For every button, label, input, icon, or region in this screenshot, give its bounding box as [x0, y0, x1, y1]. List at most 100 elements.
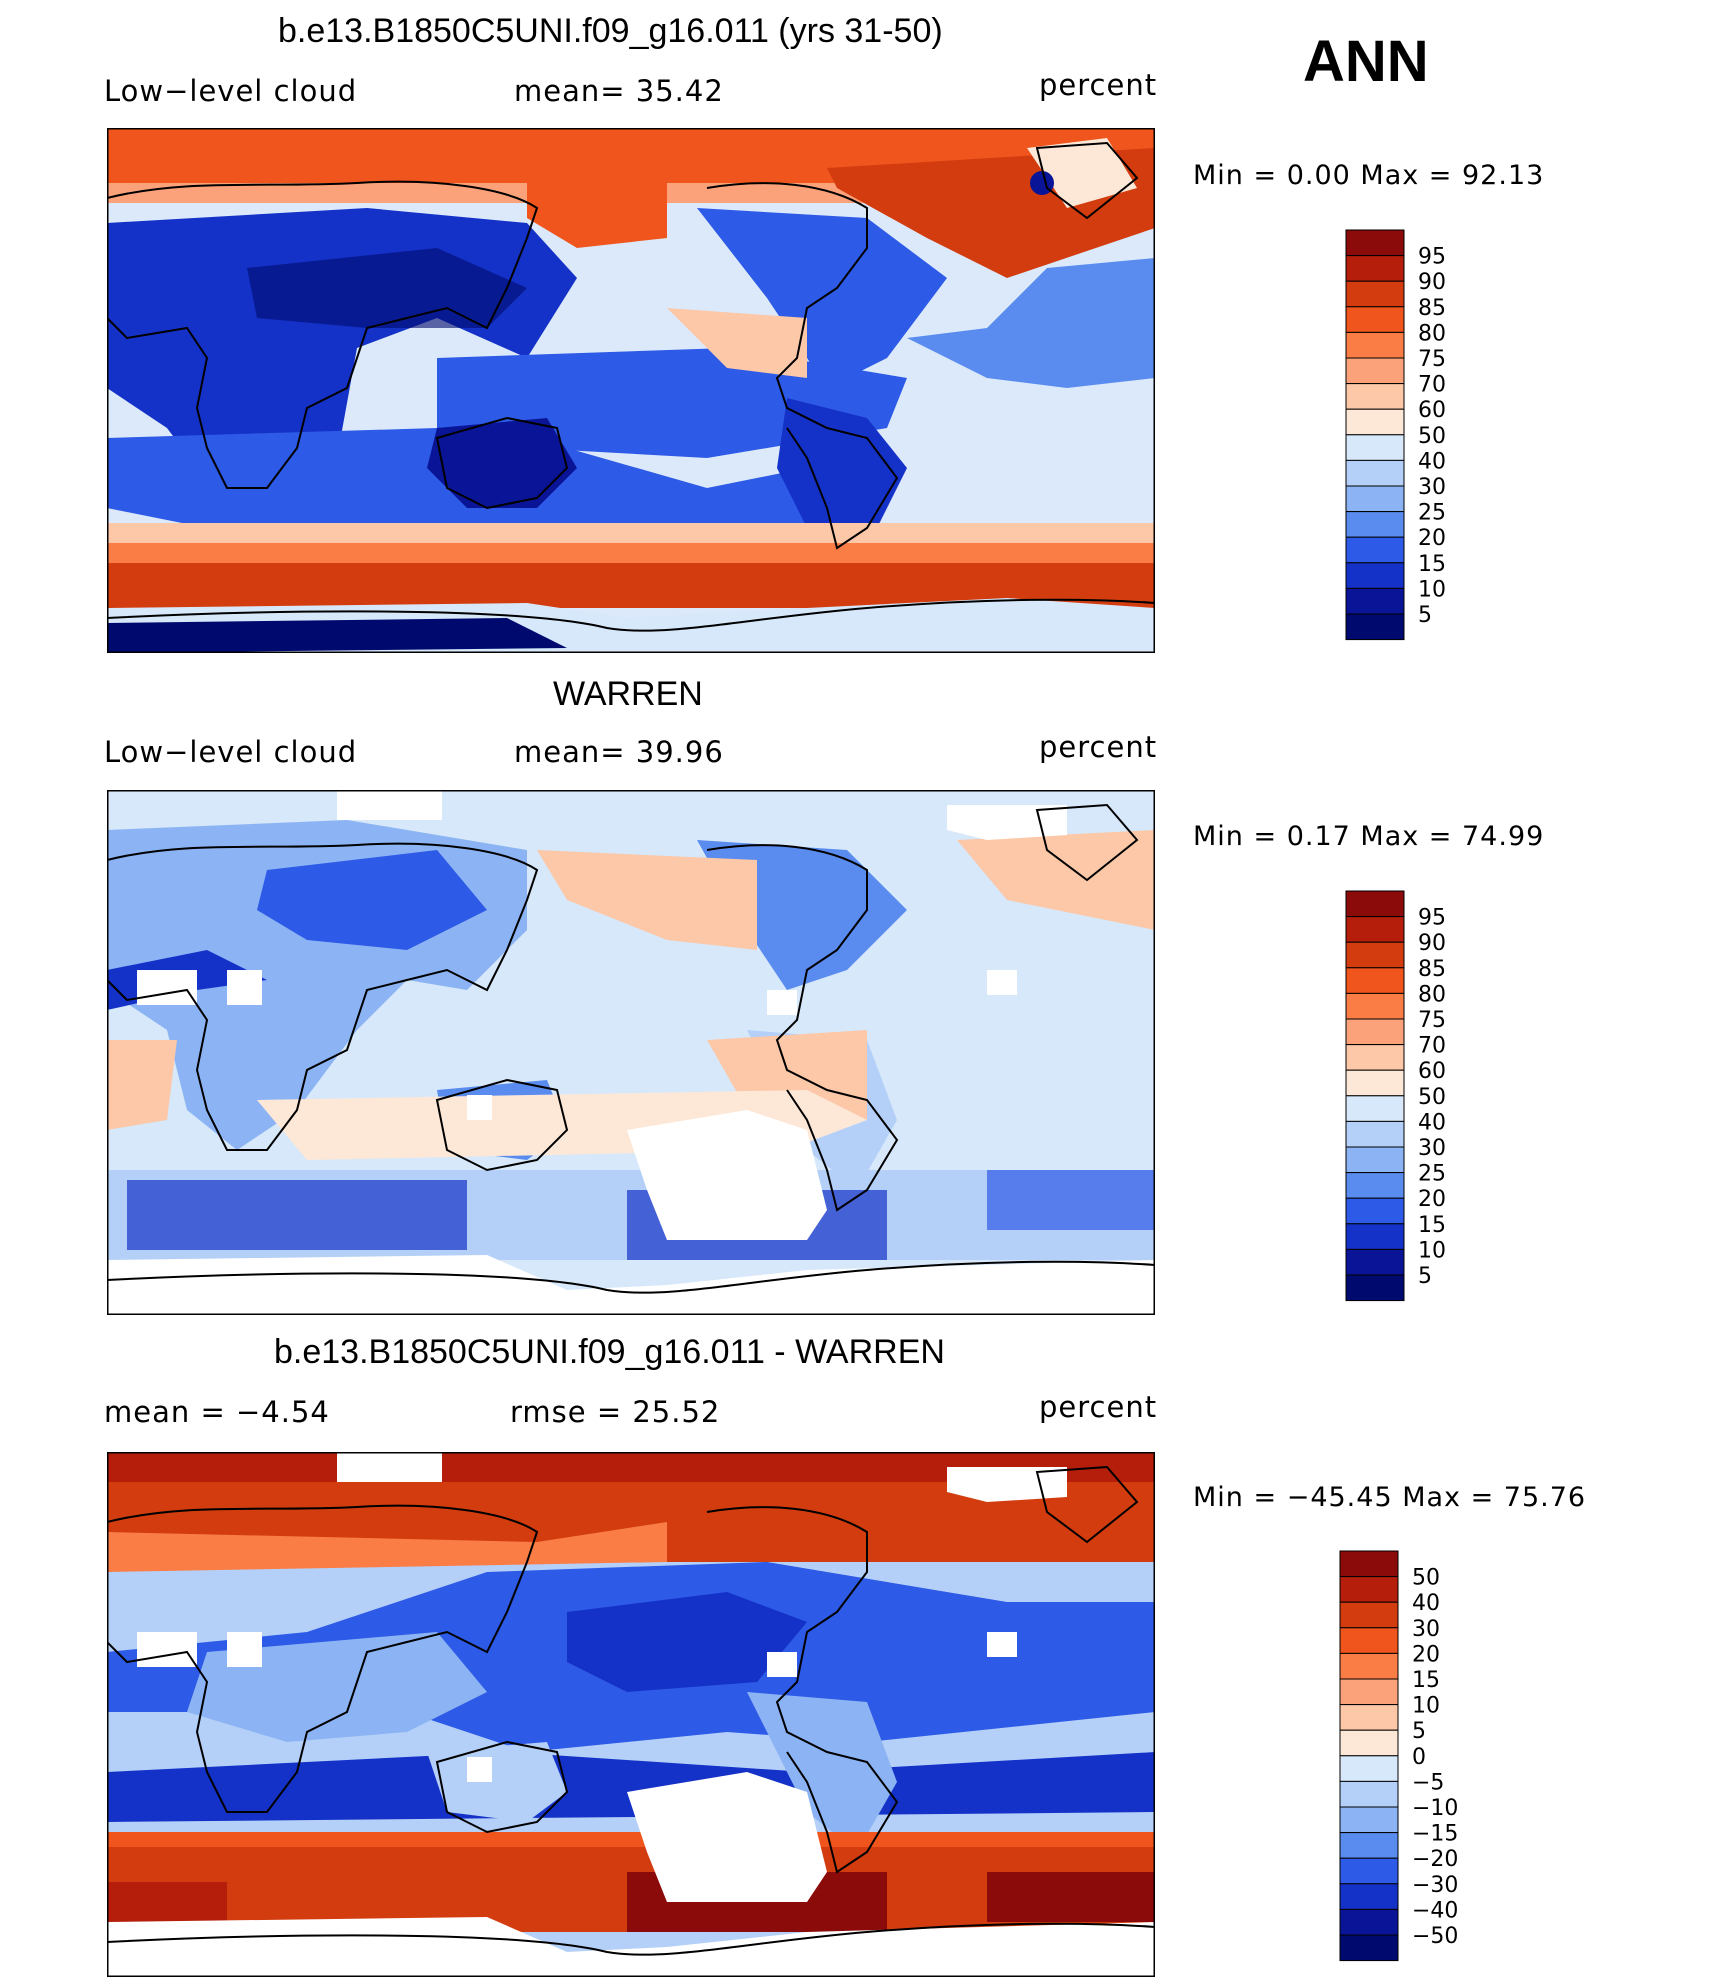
panel-1-greenland — [1027, 138, 1137, 208]
colorbar-swatch — [1345, 1069, 1405, 1097]
panel-2-map — [107, 790, 1155, 1315]
colorbar-swatch — [1345, 1248, 1405, 1276]
colorbar-tick-label: 70 — [1418, 373, 1446, 398]
colorbar-swatch — [1339, 1780, 1399, 1808]
panel-1-australia-low — [427, 418, 577, 508]
colorbar-tick-label: 30 — [1418, 475, 1446, 500]
colorbar-swatch — [1345, 613, 1405, 641]
colorbar-tick-label: 25 — [1418, 1162, 1446, 1187]
panel-1-coastlines — [107, 141, 1155, 632]
panel-3-central-pacific-negative — [567, 1592, 807, 1692]
colorbar-swatch — [1345, 587, 1405, 615]
colorbar-swatch — [1339, 1755, 1399, 1782]
colorbar-tick-label: 25 — [1418, 501, 1446, 526]
panel-3-australia — [427, 1742, 567, 1822]
colorbar-tick-label: 5 — [1418, 603, 1432, 628]
panel-1-north-pacific-high — [527, 168, 667, 248]
panel-2-missing-antarctica — [107, 1255, 1155, 1315]
panel-3-minmax-label: Min = −45.45 Max = 75.76 — [1193, 1482, 1587, 1513]
colorbar-swatch — [1345, 536, 1405, 564]
panel-1-map — [107, 128, 1155, 653]
panel-3-south-america — [747, 1692, 897, 1852]
panel-2-north-atlantic — [957, 830, 1155, 930]
colorbar-swatch — [1345, 1044, 1405, 1071]
panel-1-title: b.e13.B1850C5UNI.f09_g16.011 (yrs 31-50) — [278, 12, 943, 50]
panel-2-missing-sahara — [137, 970, 197, 1005]
colorbar-tick-label: 50 — [1412, 1566, 1440, 1591]
colorbar-tick-label: 50 — [1418, 1085, 1446, 1110]
panel-3-mean-label: mean = −4.54 — [104, 1395, 330, 1429]
colorbar-tick-label: 10 — [1418, 1238, 1446, 1263]
panel-3-so-strong-west — [107, 1882, 227, 1922]
colorbar-tick-label: 15 — [1418, 1213, 1446, 1238]
colorbar-swatch — [1345, 1095, 1405, 1122]
colorbar-swatch — [1339, 1601, 1399, 1629]
panel-3-missing-south-pacific — [627, 1772, 827, 1902]
colorbar-swatch — [1339, 1908, 1399, 1936]
panel-3-map — [107, 1452, 1155, 1977]
colorbar-tick-label: 85 — [1418, 957, 1446, 982]
colorbar-swatch — [1345, 306, 1405, 333]
colorbar-tick-label: −30 — [1412, 1873, 1458, 1898]
colorbar-swatch — [1345, 1274, 1405, 1302]
colorbar-swatch — [1339, 1627, 1399, 1654]
colorbar-tick-label: 40 — [1412, 1591, 1440, 1616]
colorbar-tick-label: −40 — [1412, 1898, 1458, 1923]
colorbar-tick-label: 20 — [1418, 1187, 1446, 1212]
panel-3-south-subtropic-negative — [107, 1752, 1155, 1822]
panel-3-missing-arabia — [227, 1632, 262, 1667]
colorbar-swatch — [1339, 1678, 1399, 1706]
colorbar-swatch — [1345, 1120, 1405, 1148]
colorbar-tick-label: 5 — [1412, 1719, 1426, 1744]
panel-2-west-africa — [107, 1040, 177, 1130]
panel-1-asia-low — [247, 248, 527, 328]
colorbar-swatch — [1345, 1172, 1405, 1199]
panel-1-mean-label: mean= 35.42 — [514, 74, 724, 108]
colorbar-tick-label: −50 — [1412, 1924, 1458, 1949]
panel-2-variable-label: Low−level cloud — [104, 735, 358, 769]
colorbar-swatch — [1345, 1197, 1405, 1225]
panel-1-antarctica-low — [107, 618, 567, 653]
panel-1-map-frame — [107, 128, 1155, 653]
panel-3-so-strong-east — [987, 1872, 1155, 1922]
colorbar-tick-label: 30 — [1418, 1136, 1446, 1161]
colorbar-tick-label: 70 — [1418, 1034, 1446, 1059]
panel-2-so-block-1 — [127, 1180, 467, 1250]
colorbar-tick-label: −20 — [1412, 1847, 1458, 1872]
panel-1-atlantic-low — [907, 258, 1155, 388]
colorbar-swatch — [1345, 485, 1405, 513]
colorbar-swatch — [1339, 1806, 1399, 1834]
panel-2-missing-south-pacific — [627, 1110, 827, 1240]
colorbar-tick-label: −10 — [1412, 1796, 1458, 1821]
panel-3-rmse-label: rmse = 25.52 — [510, 1395, 721, 1429]
panel-2-units-label: percent — [1039, 730, 1158, 764]
colorbar-swatch — [1345, 434, 1405, 461]
panel-2-missing-atlantic — [987, 970, 1017, 995]
colorbar-tick-label: 15 — [1418, 552, 1446, 577]
colorbar-swatch — [1345, 992, 1405, 1020]
colorbar-swatch — [1345, 357, 1405, 385]
panel-3-missing-amazon — [767, 1652, 797, 1677]
panel-3-missing-antarctica — [107, 1917, 1155, 1977]
panel-2-minmax-label: Min = 0.17 Max = 74.99 — [1193, 821, 1545, 852]
colorbar-swatch — [1339, 1832, 1399, 1859]
colorbar-swatch — [1345, 511, 1405, 538]
colorbar-swatch — [1345, 967, 1405, 994]
colorbar-tick-label: 5 — [1418, 1264, 1432, 1289]
panel-3-title: b.e13.B1850C5UNI.f09_g16.011 - WARREN — [274, 1333, 945, 1371]
colorbar-tick-label: 80 — [1418, 982, 1446, 1007]
colorbar-swatch — [1345, 941, 1405, 969]
colorbar-swatch — [1345, 408, 1405, 436]
panel-2-so-block-3 — [987, 1170, 1155, 1230]
colorbar-tick-label: 20 — [1412, 1642, 1440, 1667]
colorbar-tick-label: 80 — [1418, 321, 1446, 346]
colorbar-swatch — [1345, 383, 1405, 410]
panel-2-missing-amazon — [767, 990, 797, 1015]
colorbar-swatch — [1345, 331, 1405, 359]
colorbar-tick-label: 75 — [1418, 347, 1446, 372]
colorbar-swatch — [1339, 1576, 1399, 1603]
colorbar-swatch — [1345, 1146, 1405, 1174]
colorbar-tick-label: −5 — [1412, 1770, 1444, 1795]
